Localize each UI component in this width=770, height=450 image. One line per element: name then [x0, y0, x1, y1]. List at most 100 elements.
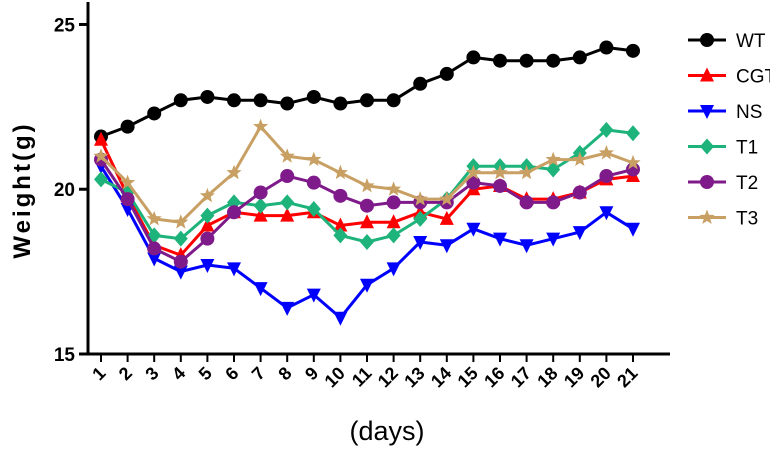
x-tick-label: 11 — [348, 363, 376, 391]
x-tick-label: 4 — [168, 363, 189, 384]
series-cgt-point — [280, 207, 295, 222]
x-tick-label: 15 — [454, 363, 482, 391]
x-tick-label: 3 — [141, 363, 162, 384]
x-tick-label: 5 — [195, 363, 216, 384]
series-t3-point — [359, 177, 375, 193]
series-wt-point — [572, 50, 587, 65]
legend-label-cgt: CGT — [736, 67, 770, 88]
x-tick-label: 18 — [533, 363, 561, 391]
legend-item-t1: T1 — [688, 138, 758, 159]
series-t3-point — [306, 151, 322, 167]
series-t1-point — [333, 227, 348, 244]
series-t2-point — [200, 231, 215, 246]
series-ns-point — [147, 252, 162, 267]
series-ns-point — [333, 311, 348, 326]
series-ns-point — [626, 222, 640, 237]
legend-label-t2: T2 — [736, 173, 758, 194]
series-t3-point — [412, 191, 428, 206]
x-tick-label: 7 — [248, 363, 269, 384]
series-t3-point — [545, 151, 561, 167]
series-cgt-point — [94, 131, 108, 146]
series-wt-point — [280, 96, 295, 111]
x-tick-label: 9 — [301, 363, 322, 384]
series-cgt-point — [200, 217, 215, 232]
x-tick-label: 6 — [221, 363, 242, 384]
series-t1-point — [200, 207, 215, 224]
series-t1-point — [626, 125, 640, 142]
series-t1-point — [280, 194, 295, 211]
x-tick-label: 1 — [88, 363, 109, 384]
series-t1-point — [253, 197, 268, 214]
series-t2-point — [386, 195, 401, 210]
series-wt-point — [626, 43, 640, 58]
legend-label-ns: NS — [736, 102, 762, 123]
series-t2-point — [572, 185, 587, 200]
x-tick-label: 20 — [587, 363, 615, 391]
legend-item-t2: T2 — [688, 173, 758, 194]
x-tick-label: 17 — [507, 363, 535, 391]
series-layer — [93, 40, 641, 326]
x-tick-label: 19 — [560, 363, 588, 391]
series-t2-point — [227, 205, 241, 220]
series-t3-point — [518, 164, 535, 180]
series-t3-point — [598, 144, 615, 160]
legend-item-wt: WT — [688, 31, 766, 52]
series-ns-point — [173, 265, 188, 280]
series-wt-point — [227, 93, 241, 108]
series-t1-point — [94, 171, 108, 188]
y-tick-label: 15 — [54, 345, 76, 366]
series-wt-point — [519, 53, 534, 68]
series-cgt-point — [253, 207, 268, 222]
series-ns-point — [360, 278, 374, 293]
x-tick-label: 14 — [427, 363, 455, 391]
x-tick-label: 10 — [321, 363, 349, 391]
series-ns-point — [200, 259, 215, 274]
x-tick-label: 12 — [374, 363, 402, 391]
series-wt-point — [360, 93, 374, 108]
series-wt-point — [253, 93, 268, 108]
series-t3-point — [279, 148, 295, 163]
series-wt-point — [200, 89, 215, 104]
x-tick-label: 16 — [480, 363, 508, 391]
series-wt-point — [120, 119, 135, 134]
x-tick-label: 2 — [115, 363, 136, 384]
series-ns-point — [466, 222, 481, 237]
series-t3-point — [465, 164, 482, 180]
series-t3-point — [572, 151, 588, 167]
legend: WT CGT NS T1 T2 T3 — [688, 31, 770, 230]
series-ns-point — [413, 235, 428, 250]
series-wt-point — [493, 53, 507, 68]
series-t3-point — [252, 118, 269, 134]
series-wt-point — [546, 53, 561, 68]
legend-item-ns: NS — [688, 102, 762, 123]
series-t3-point — [93, 148, 109, 163]
series-t1-point — [173, 230, 188, 247]
x-tick-label: 8 — [274, 363, 295, 384]
series-t2-point — [333, 188, 348, 203]
legend-label-wt: WT — [736, 31, 766, 52]
series-wt-point — [306, 89, 321, 104]
series-ns-point — [280, 301, 295, 316]
legend-marker-t1 — [700, 138, 714, 155]
x-axis-title: (days) — [349, 416, 424, 446]
series-t2-point — [253, 185, 268, 200]
legend-label-t1: T1 — [736, 138, 758, 159]
y-tick-label: 20 — [54, 180, 75, 201]
series-ns-point — [227, 262, 241, 277]
series-t3 — [93, 118, 641, 229]
series-t2-point — [173, 254, 188, 269]
series-t3-point — [439, 191, 455, 206]
legend-marker-ns — [700, 105, 714, 119]
legend-marker-wt — [700, 33, 714, 47]
series-t2-point — [599, 169, 614, 184]
series-ns-point — [599, 206, 614, 221]
series-t1-point — [546, 161, 561, 178]
series-t3-point — [226, 164, 242, 180]
series-t2-point — [360, 198, 374, 213]
series-ns-point — [519, 239, 534, 254]
series-t3-point — [492, 164, 508, 180]
series-wt-point — [599, 40, 614, 55]
series-ns-point — [253, 282, 268, 297]
legend-marker-t3 — [699, 209, 715, 224]
